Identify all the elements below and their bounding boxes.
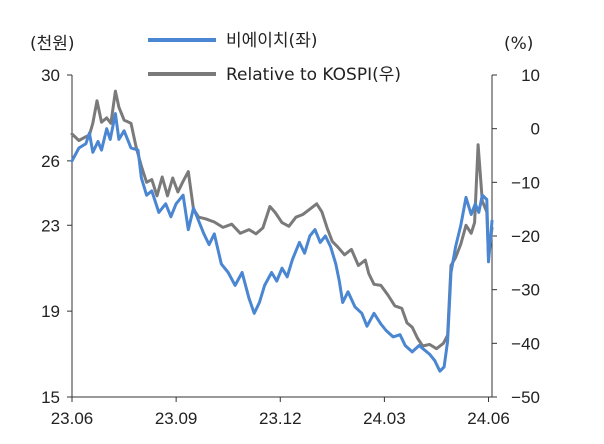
left-tick-label: 26 (41, 152, 60, 171)
right-axis-unit: (%) (504, 34, 533, 54)
legend-label-series-1: 비에이치(좌) (226, 31, 317, 51)
x-tick-label: 23.12 (259, 409, 302, 428)
legend: 비에이치(좌) Relative to KOSPI(우) (148, 31, 401, 85)
x-tick-label: 24.03 (363, 409, 406, 428)
right-tick-label: −50 (511, 388, 540, 407)
series-group (70, 89, 494, 373)
series-line-1 (70, 112, 494, 373)
axes (71, 75, 493, 398)
left-tick-label: 23 (41, 216, 60, 235)
right-ticks: 10 0 −10 −20 −30 −40 −50 (492, 66, 540, 407)
series-line-2 (70, 89, 494, 351)
left-tick-label: 30 (41, 66, 60, 85)
x-ticks: 23.06 23.09 23.12 24.03 24.06 (51, 397, 510, 428)
left-tick-label: 19 (41, 302, 60, 321)
legend-label-series-2: Relative to KOSPI(우) (226, 65, 401, 85)
right-tick-label: −40 (511, 334, 540, 353)
right-tick-label: −30 (511, 281, 540, 300)
right-tick-label: −10 (511, 173, 540, 192)
right-tick-label: 0 (531, 120, 540, 139)
left-axis-unit: (천원) (30, 34, 75, 54)
left-ticks: 30 26 23 19 15 (41, 66, 72, 407)
left-tick-label: 15 (41, 388, 60, 407)
right-tick-label: 10 (521, 66, 540, 85)
x-tick-label: 23.09 (155, 409, 198, 428)
right-tick-label: −20 (511, 227, 540, 246)
x-tick-label: 23.06 (51, 409, 94, 428)
x-tick-label: 24.06 (467, 409, 510, 428)
